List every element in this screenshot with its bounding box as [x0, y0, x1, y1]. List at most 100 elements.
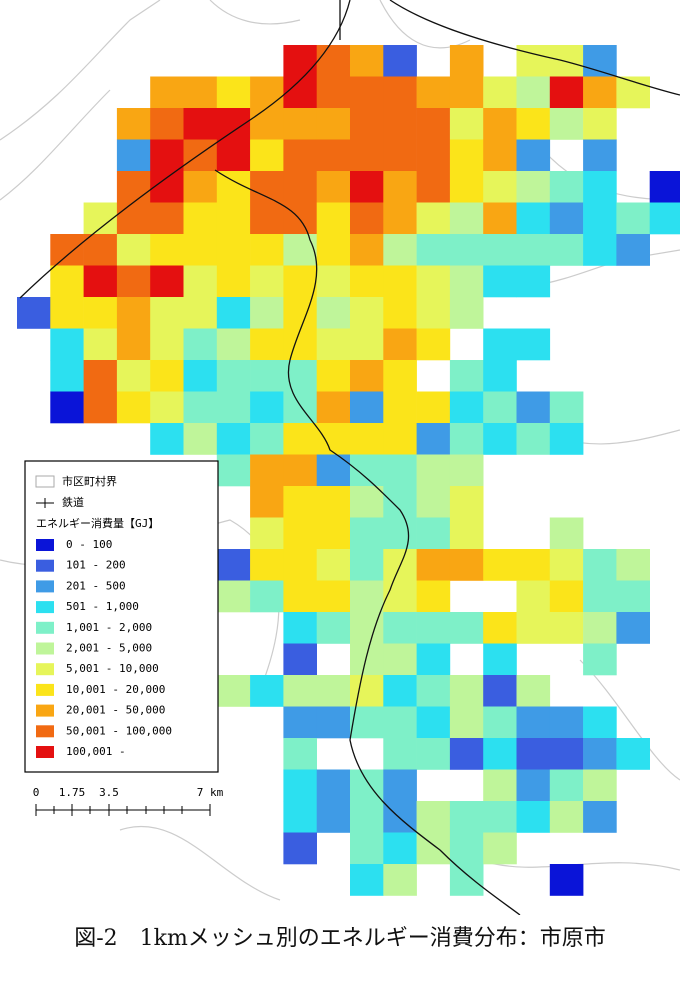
mesh-cell — [150, 328, 184, 361]
mesh-cell — [116, 202, 151, 235]
mesh-cell — [583, 171, 617, 203]
mesh-cell — [316, 45, 351, 77]
mesh-cell — [616, 580, 650, 613]
mesh-cell — [583, 234, 617, 266]
mesh-cell — [216, 675, 251, 707]
mesh-cell — [83, 234, 118, 266]
mesh-cell — [416, 801, 451, 833]
legend-label: 0 - 100 — [66, 538, 112, 551]
mesh-cell — [283, 234, 317, 266]
mesh-cell — [549, 45, 584, 77]
mesh-cell — [483, 832, 517, 865]
mesh-cell — [416, 202, 451, 235]
mesh-cell — [383, 202, 417, 235]
mesh-cell — [183, 265, 218, 298]
mesh-cell — [216, 580, 251, 613]
mesh-cell — [350, 328, 384, 361]
mesh-cell — [283, 738, 317, 770]
mesh-cell — [216, 202, 251, 235]
mesh-cell — [350, 549, 384, 581]
mesh-cell — [649, 202, 680, 235]
mesh-cell — [449, 234, 484, 266]
mesh-cell — [216, 328, 251, 361]
mesh-cell — [383, 454, 417, 487]
mesh-cell — [283, 486, 317, 518]
legend-label: 5,001 - 10,000 — [66, 662, 159, 675]
mesh-cell — [416, 423, 451, 455]
mesh-cell — [216, 139, 251, 172]
mesh-cell — [383, 234, 417, 266]
mesh-cell — [416, 706, 451, 739]
mesh-cell — [283, 706, 317, 739]
mesh-cell — [549, 864, 584, 896]
mesh-cell — [449, 486, 484, 518]
mesh-cell — [316, 391, 351, 424]
mesh-cell — [283, 769, 317, 802]
legend-label: 鉄道 — [62, 495, 84, 509]
mesh-cell — [250, 391, 284, 424]
mesh-cell — [383, 423, 417, 455]
mesh-cell — [383, 612, 417, 644]
mesh-cell — [483, 769, 517, 802]
mesh-cell — [316, 108, 351, 140]
mesh-cell — [416, 171, 451, 203]
mesh-cell — [150, 139, 184, 172]
mesh-cell — [283, 202, 317, 235]
mesh-cell — [316, 612, 351, 644]
caption: 図-2 1kmメッシュ別のエネルギー消費分布：市原市 — [74, 926, 606, 951]
mesh-cell — [250, 265, 284, 298]
mesh-cell — [483, 139, 517, 172]
mesh-cell — [283, 832, 317, 865]
mesh-cell — [516, 391, 551, 424]
mesh-cell — [583, 643, 617, 676]
scale-label: 0 — [33, 786, 40, 799]
mesh-cell — [449, 738, 484, 770]
mesh-cell — [383, 108, 417, 140]
mesh-cell — [350, 832, 384, 865]
mesh-cell — [616, 202, 650, 235]
mesh-cell — [483, 675, 517, 707]
mesh-cell — [449, 391, 484, 424]
mesh-cell — [416, 454, 451, 487]
mesh-cell — [483, 234, 517, 266]
mesh-cell — [483, 265, 517, 298]
mesh-cell — [549, 580, 584, 613]
mesh-cell — [150, 171, 184, 203]
mesh-cell — [449, 801, 484, 833]
mesh-cell — [250, 517, 284, 550]
mesh-cell — [516, 139, 551, 172]
mesh-cell — [583, 738, 617, 770]
legend-label: 501 - 1,000 — [66, 600, 139, 613]
mesh-cell — [316, 517, 351, 550]
mesh-cell — [449, 517, 484, 550]
mesh-cell — [383, 297, 417, 329]
scale-label: 7 km — [197, 786, 224, 799]
mesh-cell — [83, 360, 118, 392]
mesh-cell — [83, 297, 118, 329]
mesh-cell — [416, 832, 451, 865]
mesh-cell — [449, 76, 484, 109]
mesh-cell — [250, 454, 284, 487]
mesh-cell — [283, 517, 317, 550]
mesh-cell — [516, 801, 551, 833]
mesh-cell — [383, 864, 417, 896]
mesh-cell — [183, 171, 218, 203]
mesh-cell — [250, 675, 284, 707]
legend-title: エネルギー消費量【GJ】 — [36, 516, 159, 530]
mesh-cell — [483, 108, 517, 140]
mesh-cell — [183, 108, 218, 140]
mesh-cell — [516, 328, 551, 361]
mesh-cell — [483, 423, 517, 455]
mesh-cell — [449, 45, 484, 77]
mesh-cell — [316, 139, 351, 172]
mesh-cell — [583, 769, 617, 802]
mesh-cell — [483, 171, 517, 203]
scale-label: 3.5 — [99, 786, 119, 799]
mesh-cell — [583, 549, 617, 581]
legend-box — [24, 460, 219, 773]
mesh-cell — [516, 612, 551, 644]
mesh-cell — [416, 580, 451, 613]
mesh-cell — [583, 612, 617, 644]
mesh-cell — [383, 738, 417, 770]
mesh-cell — [449, 360, 484, 392]
